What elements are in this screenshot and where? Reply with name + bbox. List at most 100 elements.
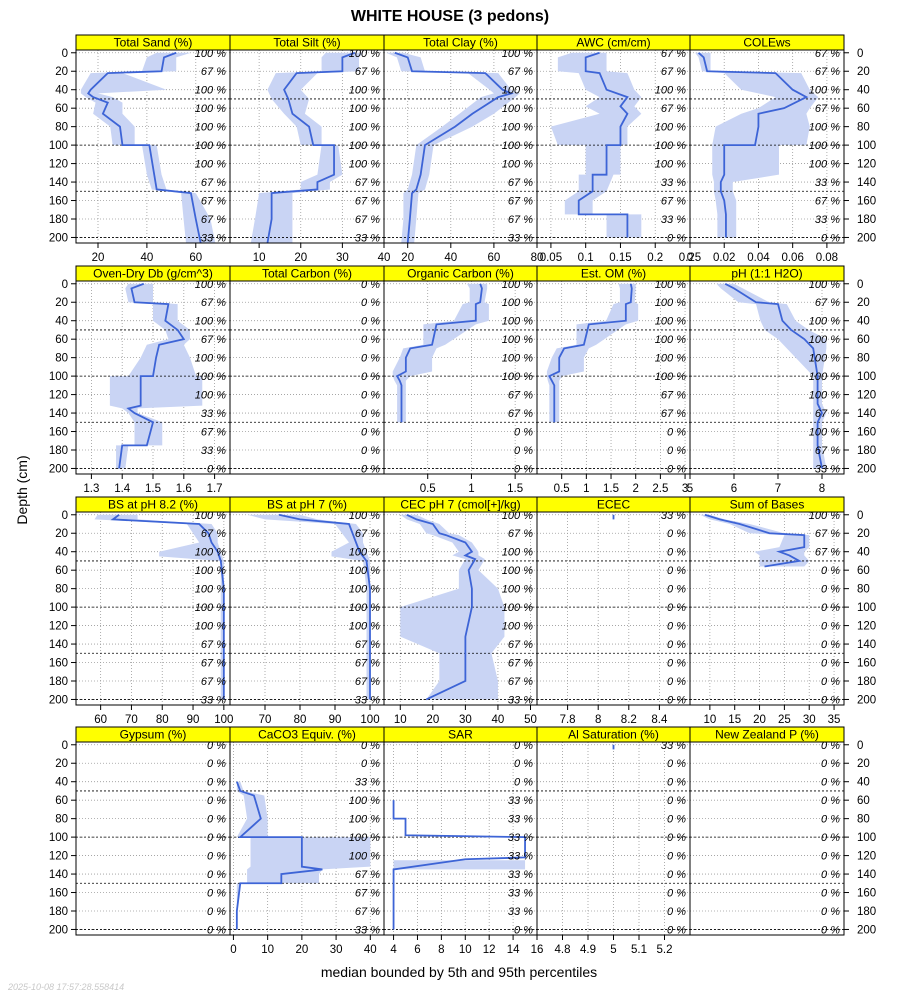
y-tick-label: 140 (857, 869, 876, 881)
x-tick-label: 40 (378, 252, 391, 264)
y-tick-label: 60 (857, 795, 870, 807)
y-tick-label: 20 (55, 297, 68, 309)
data-completeness-label: 0 % (207, 740, 226, 752)
percentile-band (386, 52, 520, 243)
data-completeness-label: 100 % (655, 297, 686, 309)
panel: Oven-Dry Db (g/cm^3)100 %67 %100 %67 %10… (49, 265, 231, 495)
data-completeness-label: 100 % (195, 48, 226, 60)
panel-label: Total Sand (%) (114, 36, 193, 50)
panel: CaCO3 Equiv. (%) 0 % 0 % 33 % 100 % 100 % 100 … (229, 726, 385, 956)
data-completeness-label: 67 % (355, 196, 380, 208)
y-tick-label: 0 (857, 279, 863, 291)
panel-border (689, 741, 845, 936)
x-tick-label: 0.15 (609, 252, 631, 264)
y-tick-label: 160 (49, 888, 68, 900)
data-completeness-label: 100 % (195, 122, 226, 134)
data-completeness-label: 100 % (655, 159, 686, 171)
data-completeness-label: 0 % (207, 869, 226, 881)
data-completeness-label: 0 % (361, 297, 380, 309)
x-tick-label: 15 (728, 714, 741, 726)
data-completeness-label: 0 % (514, 777, 533, 789)
data-completeness-label: 67 % (508, 177, 533, 189)
data-completeness-label: 0 % (207, 758, 226, 770)
data-completeness-label: 100 % (195, 159, 226, 171)
data-completeness-label: 67 % (815, 66, 840, 78)
data-completeness-label: 67 % (815, 445, 840, 457)
data-completeness-label: 0 % (361, 334, 380, 346)
y-tick-label: 120 (49, 390, 68, 402)
data-completeness-label: 0 % (667, 777, 686, 789)
y-tick-label: 140 (857, 639, 876, 651)
data-completeness-label: 67 % (508, 196, 533, 208)
data-completeness-label: 100 % (502, 279, 533, 291)
data-completeness-label: 0 % (667, 602, 686, 614)
panel-label: Total Carbon (%) (262, 267, 352, 281)
data-completeness-label: 100 % (349, 851, 380, 863)
data-completeness-label: 100 % (809, 85, 840, 97)
data-completeness-label: 100 % (502, 547, 533, 559)
data-completeness-label: 0 % (821, 758, 840, 770)
data-completeness-label: 67 % (201, 214, 226, 226)
y-tick-label: 180 (49, 445, 68, 457)
data-completeness-label: 100 % (655, 122, 686, 134)
data-completeness-label: 0 % (207, 888, 226, 900)
x-tick-label: 5.1 (631, 944, 647, 956)
data-completeness-label: 0 % (667, 676, 686, 688)
y-tick-label: 200 (857, 463, 876, 475)
data-completeness-label: 67 % (661, 408, 686, 420)
x-tick-label: 25 (778, 714, 791, 726)
panel: CEC pH 7 (cmol[+]/kg)100 %67 %100 %100 %… (383, 496, 538, 726)
median-line (87, 51, 202, 244)
y-tick-label: 40 (857, 777, 870, 789)
x-tick-label: 1.5 (603, 483, 619, 495)
x-tick-label: 70 (125, 714, 138, 726)
x-tick-label: 100 (214, 714, 233, 726)
data-completeness-label: 100 % (502, 510, 533, 522)
data-completeness-label: 100 % (349, 814, 380, 826)
y-tick-label: 20 (55, 758, 68, 770)
data-completeness-label: 33 % (201, 694, 226, 706)
data-completeness-label: 33 % (355, 232, 380, 244)
x-tick-label: 6 (731, 483, 737, 495)
y-tick-label: 60 (55, 334, 68, 346)
x-tick-label: 10 (253, 252, 266, 264)
y-tick-label: 40 (55, 85, 68, 97)
data-completeness-label: 100 % (349, 510, 380, 522)
data-completeness-label: 0 % (361, 463, 380, 475)
y-tick-label: 140 (49, 869, 68, 881)
panel-label: ECEC (597, 498, 631, 512)
data-completeness-label: 100 % (809, 353, 840, 365)
data-completeness-label: 100 % (502, 334, 533, 346)
panel: Total Carbon (%) 0 % 0 % 0 % 0 % 0 % 0 % 0 % 0 %… (229, 265, 385, 475)
data-completeness-label: 33 % (661, 510, 686, 522)
y-tick-label: 200 (857, 924, 876, 936)
data-completeness-label: 0 % (514, 740, 533, 752)
percentile-band (247, 514, 370, 700)
x-tick-label: 10 (394, 714, 407, 726)
data-completeness-label: 100 % (349, 122, 380, 134)
panel: Gypsum (%) 0 % 0 % 0 % 0 % 0 % 0 % 0 % 0 % 0 % 0 %… (49, 726, 231, 936)
x-tick-label: 0.5 (554, 483, 570, 495)
y-tick-label: 80 (857, 122, 870, 134)
data-completeness-label: 100 % (195, 621, 226, 633)
data-completeness-label: 33 % (355, 924, 380, 936)
data-completeness-label: 67 % (355, 676, 380, 688)
data-completeness-label: 67 % (815, 103, 840, 115)
y-tick-label: 100 (857, 371, 876, 383)
data-completeness-label: 33 % (201, 445, 226, 457)
data-completeness-label: 67 % (815, 196, 840, 208)
x-tick-label: 5.2 (657, 944, 673, 956)
y-tick-label: 100 (49, 371, 68, 383)
x-tick-label: 4.9 (580, 944, 596, 956)
x-tick-label: 0.06 (781, 252, 803, 264)
y-tick-label: 0 (62, 279, 68, 291)
percentile-band (546, 283, 639, 423)
data-completeness-label: 67 % (201, 528, 226, 540)
x-tick-label: 0.04 (747, 252, 770, 264)
data-completeness-label: 100 % (502, 584, 533, 596)
panel-label: AWC (cm/cm) (576, 36, 650, 50)
data-completeness-label: 0 % (361, 371, 380, 383)
data-completeness-label: 0 % (207, 906, 226, 918)
x-tick-label: 8 (595, 714, 601, 726)
x-tick-label: 2.5 (652, 483, 668, 495)
